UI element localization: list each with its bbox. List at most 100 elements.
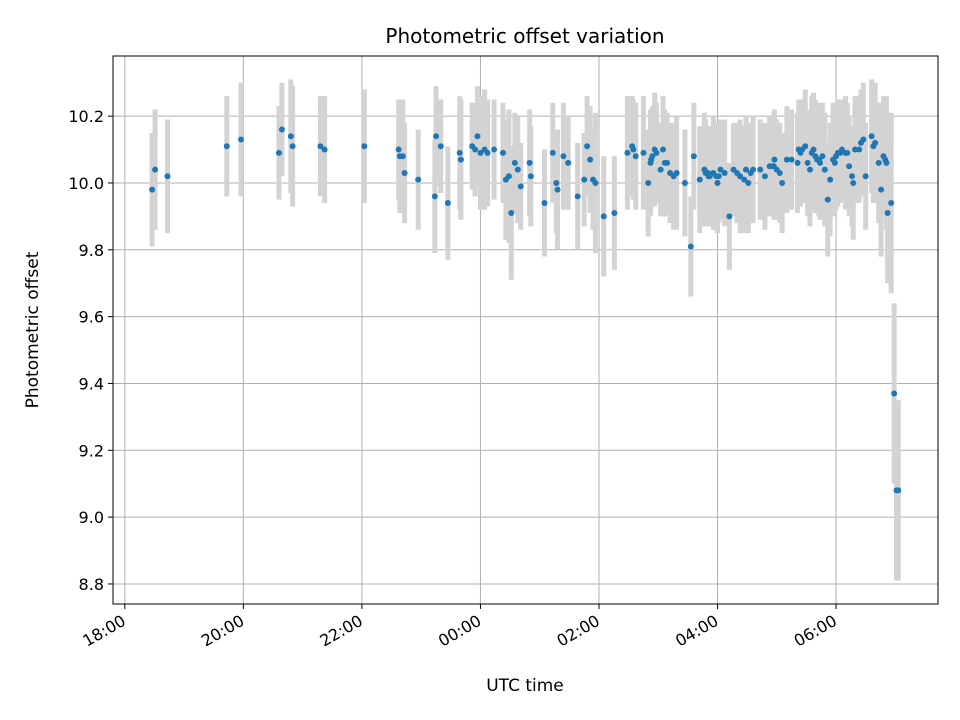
data-point	[560, 153, 567, 160]
data-point	[499, 149, 506, 156]
data-point	[884, 210, 891, 217]
data-point	[484, 149, 491, 156]
y-tick-label: 9.6	[79, 308, 104, 327]
data-point	[527, 173, 534, 180]
data-point	[653, 149, 660, 156]
y-tick-label: 9.0	[79, 508, 104, 527]
chart-title: Photometric offset variation	[385, 24, 664, 48]
data-point	[549, 149, 556, 156]
data-point	[149, 186, 156, 193]
y-tick-label: 8.8	[79, 575, 104, 594]
data-point	[696, 176, 703, 183]
data-point	[888, 200, 895, 207]
data-point	[849, 173, 856, 180]
data-point	[817, 159, 824, 166]
plot-frame	[112, 55, 939, 605]
data-point	[821, 166, 828, 173]
data-point	[741, 176, 748, 183]
data-point	[779, 179, 786, 186]
data-point	[278, 126, 285, 133]
data-point	[399, 153, 406, 160]
data-point	[819, 153, 826, 160]
data-point	[444, 200, 451, 207]
data-point	[491, 146, 498, 153]
data-point	[660, 146, 666, 153]
data-point	[883, 159, 890, 166]
data-point	[891, 390, 898, 397]
data-point	[868, 133, 875, 140]
data-point	[431, 193, 438, 200]
data-point	[717, 166, 724, 173]
data-point	[844, 149, 851, 156]
data-point	[505, 173, 512, 180]
data-point	[878, 186, 885, 193]
y-tick-label: 9.8	[79, 241, 104, 260]
data-point	[831, 159, 838, 166]
data-point	[715, 173, 722, 180]
data-point	[664, 159, 671, 166]
data-point	[152, 166, 159, 173]
y-axis-ticks: 8.8 9.0 9.2 9.4 9.6 9.8 10.0 10.2	[68, 107, 113, 594]
data-point	[630, 146, 637, 153]
data-point	[553, 179, 560, 186]
data-point	[511, 159, 518, 166]
data-point	[852, 146, 859, 153]
data-point	[827, 176, 834, 183]
data-point	[804, 159, 811, 166]
y-tick-label: 10.0	[68, 174, 104, 193]
data-point	[361, 143, 368, 150]
data-point	[737, 173, 744, 180]
data-point	[401, 169, 408, 176]
data-point	[437, 143, 444, 150]
data-point	[287, 133, 294, 140]
data-point	[856, 146, 863, 153]
data-point	[164, 173, 171, 180]
data-point	[640, 149, 647, 156]
data-point	[742, 166, 749, 173]
data-point	[275, 149, 282, 156]
data-point	[289, 143, 296, 150]
data-point	[757, 166, 764, 173]
data-point	[657, 166, 664, 173]
data-point	[794, 159, 801, 166]
data-point	[783, 156, 790, 163]
data-point	[321, 146, 328, 153]
data-point	[649, 153, 656, 160]
data-point	[472, 146, 479, 153]
data-point	[592, 179, 599, 186]
y-tick-label: 9.4	[79, 374, 104, 393]
data-point	[726, 213, 733, 220]
data-point	[788, 156, 795, 163]
data-point	[687, 243, 694, 250]
data-point	[457, 156, 464, 163]
data-point	[862, 173, 869, 180]
data-point	[526, 159, 533, 166]
data-point	[517, 183, 524, 190]
data-point	[750, 166, 757, 173]
data-point	[776, 169, 783, 176]
data-point	[541, 200, 548, 207]
data-point	[721, 169, 728, 176]
data-point	[415, 176, 422, 183]
data-point	[673, 169, 680, 176]
data-point	[872, 139, 879, 146]
data-point	[860, 136, 867, 143]
data-point	[850, 179, 857, 186]
data-point	[895, 487, 902, 494]
data-point	[474, 133, 481, 140]
data-point	[611, 210, 618, 217]
y-tick-label: 10.2	[68, 107, 104, 126]
data-point	[433, 133, 440, 140]
data-point	[810, 146, 817, 153]
data-point	[584, 143, 591, 150]
data-point	[645, 179, 652, 186]
data-point	[745, 179, 752, 186]
data-point	[806, 166, 813, 173]
data-point	[802, 143, 809, 150]
data-point	[846, 163, 853, 170]
data-point	[395, 146, 402, 153]
data-point	[554, 186, 561, 193]
data-point	[681, 179, 688, 186]
y-tick-label: 9.2	[79, 441, 104, 460]
